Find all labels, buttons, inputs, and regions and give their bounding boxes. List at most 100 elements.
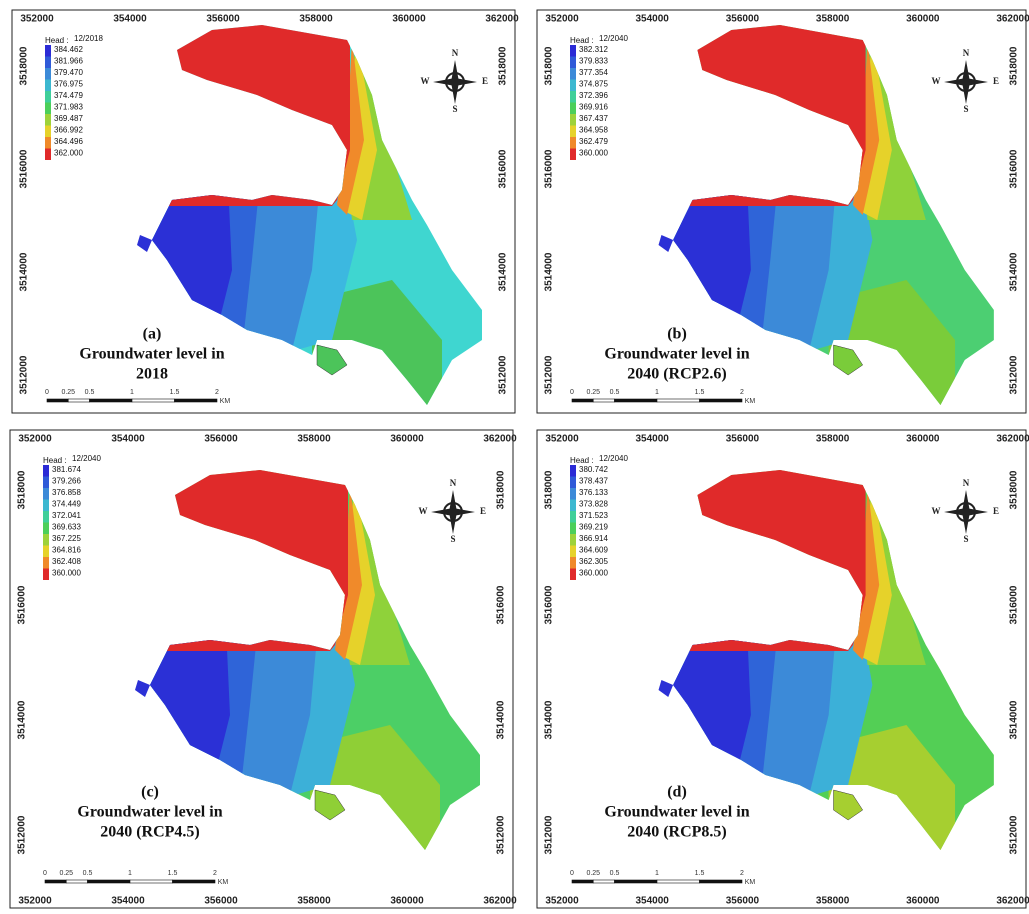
legend-swatch [570,545,576,557]
legend-value: 379.833 [579,57,608,66]
legend-swatch [570,114,576,126]
x-tick-label: 354000 [636,896,670,907]
compass-label: S [450,534,455,544]
legend-swatch [43,511,49,523]
scale-label: 0.25 [586,389,600,396]
legend-value: 367.437 [579,114,608,123]
caption-line: 2040 (RCP4.5) [100,824,200,841]
scale-label: KM [218,879,229,886]
legend-swatch [43,534,49,546]
compass-arrow [433,78,477,86]
legend-value: 364.958 [579,126,608,135]
scale-segment [131,398,175,403]
legend-value: 362.305 [579,557,608,566]
scale-segment [46,398,69,403]
legend-swatch [43,568,49,580]
caption-line: Groundwater level in [79,346,224,363]
scale-segment [592,398,615,403]
legend-swatch [45,102,51,114]
x-tick-label: 354000 [636,434,670,445]
legend-swatch [43,557,49,569]
y-tick-label: 3516000 [1009,585,1020,624]
scale-label: 0 [43,870,47,877]
island [833,789,864,821]
legend-value: 374.875 [579,80,608,89]
y-tick-label: 3516000 [544,149,555,188]
panel-label: (c) [141,784,159,801]
compass-label: N [963,48,970,58]
map-panel: 352000 354000 356000 358000 360000 362000 3512… [11,9,519,414]
legend-swatch [43,488,49,500]
legend-swatch [570,488,576,500]
legend-value: 374.449 [52,500,81,509]
scale-label: 2 [740,389,744,396]
scale-label: 1.5 [170,389,180,396]
x-tick-label: 358000 [816,434,850,445]
legend-swatch [45,68,51,80]
legend-title: Head : [570,36,594,45]
scale-segment [571,398,594,403]
scale-segment [44,879,67,884]
scale-label: 0.25 [59,870,73,877]
y-tick-label: 3512000 [1009,815,1020,854]
y-tick-label: 3518000 [496,470,507,509]
legend-value: 362.408 [52,557,81,566]
y-tick-label: 3516000 [17,585,28,624]
legend-date: 12/2040 [599,34,628,43]
y-tick-label: 3512000 [496,815,507,854]
x-tick-label: 354000 [111,896,145,907]
legend-swatch [570,534,576,546]
x-tick-label: 358000 [297,896,331,907]
legend-value: 376.975 [54,80,83,89]
scale-label: 0.5 [610,870,620,877]
x-tick-label: 362000 [485,14,519,25]
x-tick-label: 358000 [816,14,850,25]
scale-label: 1 [130,389,134,396]
legend-value: 364.816 [52,546,81,555]
legend-swatch [570,125,576,137]
x-tick-label: 362000 [996,434,1029,445]
legend-value: 378.437 [579,477,608,486]
scale-label: 0 [570,870,574,877]
legend-value: 379.470 [54,68,83,77]
y-tick-label: 3518000 [19,46,30,85]
panel-label: (a) [143,326,162,343]
legend-date: 12/2040 [72,454,101,463]
legend-value: 362.479 [579,137,608,146]
legend-date: 12/2040 [599,454,628,463]
x-tick-label: 360000 [390,434,424,445]
y-tick-label: 3512000 [498,355,509,394]
legend-value: 377.354 [579,68,608,77]
peninsula [135,680,150,697]
legend-swatch [45,125,51,137]
y-tick-label: 3516000 [544,585,555,624]
y-tick-label: 3518000 [498,46,509,85]
legend-value: 381.674 [52,465,81,474]
legend-swatch [570,476,576,488]
x-tick-label: 356000 [206,14,240,25]
legend-swatch [570,68,576,80]
scale-label: KM [745,398,756,405]
scale-label: 1 [128,870,132,877]
compass-label: N [450,478,457,488]
x-tick-label: 354000 [636,14,670,25]
scale-segment [592,879,615,884]
scale-label: KM [745,879,756,886]
scale-segment [571,879,594,884]
compass-label: S [963,104,968,114]
x-tick-label: 358000 [299,14,333,25]
x-tick-label: 356000 [204,896,238,907]
scale-segment [67,398,90,403]
y-tick-label: 3512000 [544,355,555,394]
legend-swatch [570,568,576,580]
compass-label: E [993,76,999,86]
legend-value: 372.041 [52,511,81,520]
compass-label: W [932,76,941,86]
scale-label: 0.5 [83,870,93,877]
x-tick-label: 362000 [483,896,517,907]
panel-label: (d) [667,784,687,801]
y-tick-label: 3514000 [544,252,555,291]
legend-value: 376.858 [52,488,81,497]
scale-label: 1.5 [695,870,705,877]
scale-segment [174,398,218,403]
